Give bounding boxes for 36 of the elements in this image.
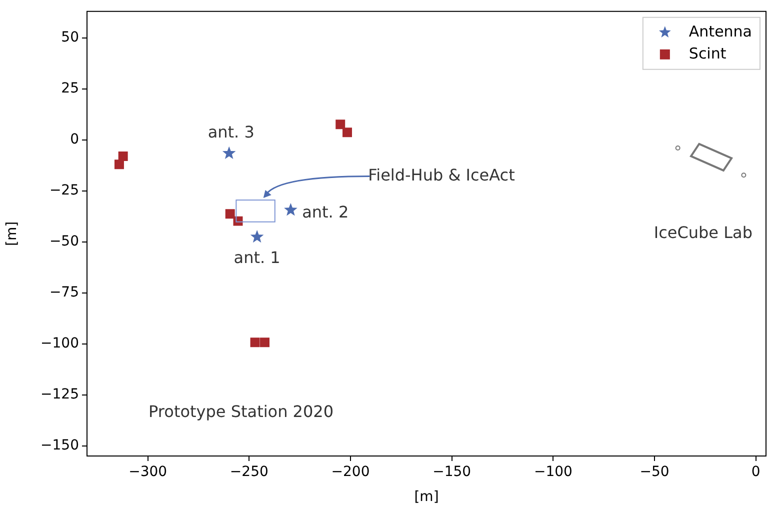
- legend-label: Antenna: [688, 22, 752, 40]
- x-tick-label: −250: [230, 464, 268, 480]
- x-tick-label: 0: [751, 464, 760, 480]
- x-tick-label: −200: [331, 464, 370, 480]
- point: [225, 209, 235, 219]
- annotation: Field-Hub & IceAct: [368, 165, 515, 184]
- annotation: ant. 2: [302, 202, 349, 222]
- annotation: IceCube Lab: [654, 223, 752, 242]
- annotation: Prototype Station 2020: [148, 402, 334, 422]
- point: [118, 151, 128, 161]
- y-tick-label: −25: [49, 182, 79, 199]
- point: [260, 338, 270, 348]
- y-tick-label: −75: [49, 284, 79, 300]
- x-tick-label: −150: [432, 464, 472, 480]
- point: [342, 128, 352, 138]
- y-tick-label: −50: [49, 234, 79, 250]
- legend-label: Scint: [688, 44, 726, 62]
- point: [336, 120, 346, 130]
- x-tick-label: −50: [640, 464, 670, 480]
- x-tick-label: −100: [534, 464, 572, 480]
- y-tick-label: 25: [61, 80, 79, 97]
- x-axis-title: [m]: [414, 489, 439, 506]
- annotation: ant. 1: [234, 248, 280, 267]
- annotation: ant. 3: [208, 122, 254, 142]
- y-tick-label: −100: [40, 335, 79, 352]
- y-tick-label: −125: [40, 386, 79, 402]
- x-tick-label: −300: [128, 464, 168, 480]
- y-tick-label: −150: [40, 437, 79, 454]
- point: [250, 230, 264, 243]
- y-tick-label: 0: [70, 132, 79, 148]
- point: [250, 338, 260, 348]
- y-axis-title: [m]: [4, 221, 20, 246]
- point: [284, 203, 298, 216]
- point: [114, 160, 124, 170]
- point: [222, 146, 236, 160]
- y-tick-label: 50: [61, 30, 79, 46]
